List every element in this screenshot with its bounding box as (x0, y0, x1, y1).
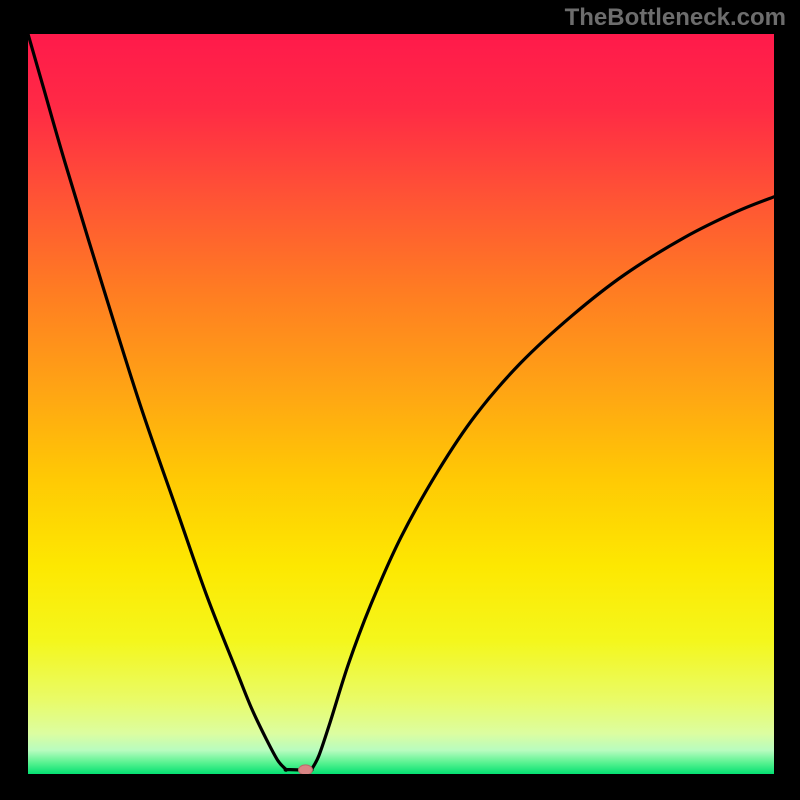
bottleneck-curve-chart (28, 34, 774, 774)
watermark-text: TheBottleneck.com (565, 4, 786, 32)
chart-plot-area (28, 34, 774, 774)
minimum-marker (299, 765, 313, 774)
